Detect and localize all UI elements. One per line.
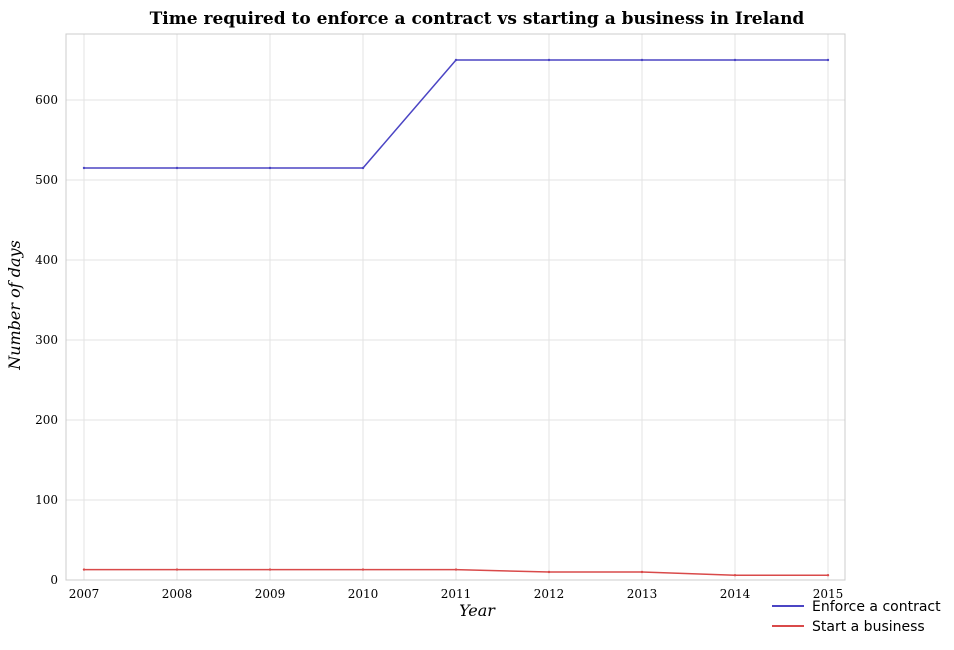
y-tick-label: 500 — [35, 173, 58, 187]
data-point — [268, 166, 272, 170]
y-tick-label: 0 — [50, 573, 58, 587]
y-tick-label: 200 — [35, 413, 58, 427]
data-point — [361, 568, 365, 571]
x-tick-label: 2013 — [627, 587, 658, 601]
x-axis-label: Year — [459, 601, 496, 620]
data-point — [175, 568, 179, 571]
legend: Enforce a contract Start a business — [772, 599, 941, 635]
x-tick-label: 2010 — [348, 587, 379, 601]
data-point — [826, 574, 830, 577]
data-point — [454, 568, 458, 571]
x-tick-label: 2012 — [534, 587, 565, 601]
x-tick-label: 2015 — [813, 587, 844, 601]
x-tick-label: 2011 — [441, 587, 472, 601]
y-tick-label: 300 — [35, 333, 58, 347]
legend-label: Start a business — [812, 619, 925, 635]
data-point — [733, 58, 737, 62]
x-axis: 2007 2008 2009 2010 2011 2012 2013 2014 2015 — [69, 587, 844, 601]
chart-title: Time required to enforce a contract vs s… — [150, 9, 805, 29]
legend-label: Enforce a contract — [812, 599, 941, 615]
y-tick-label: 600 — [35, 93, 58, 107]
data-point — [454, 58, 458, 62]
data-point — [175, 166, 179, 170]
data-point — [82, 568, 86, 571]
data-point — [826, 58, 830, 62]
plot-area — [65, 33, 846, 581]
data-point — [361, 166, 365, 170]
data-point — [547, 570, 551, 574]
data-point — [547, 58, 551, 62]
data-point — [640, 58, 644, 62]
x-tick-label: 2008 — [162, 587, 193, 601]
grid — [66, 34, 845, 581]
data-point — [82, 166, 86, 170]
y-axis: 0 100 200 300 400 500 600 — [35, 93, 58, 587]
data-point — [268, 568, 272, 571]
x-tick-label: 2014 — [720, 587, 751, 601]
data-point — [640, 570, 644, 574]
y-axis-label: Number of days — [5, 240, 24, 371]
y-tick-label: 400 — [35, 253, 58, 267]
x-tick-label: 2009 — [255, 587, 286, 601]
data-point — [733, 574, 737, 577]
y-tick-label: 100 — [35, 493, 58, 507]
x-tick-label: 2007 — [69, 587, 100, 601]
series — [82, 58, 830, 577]
